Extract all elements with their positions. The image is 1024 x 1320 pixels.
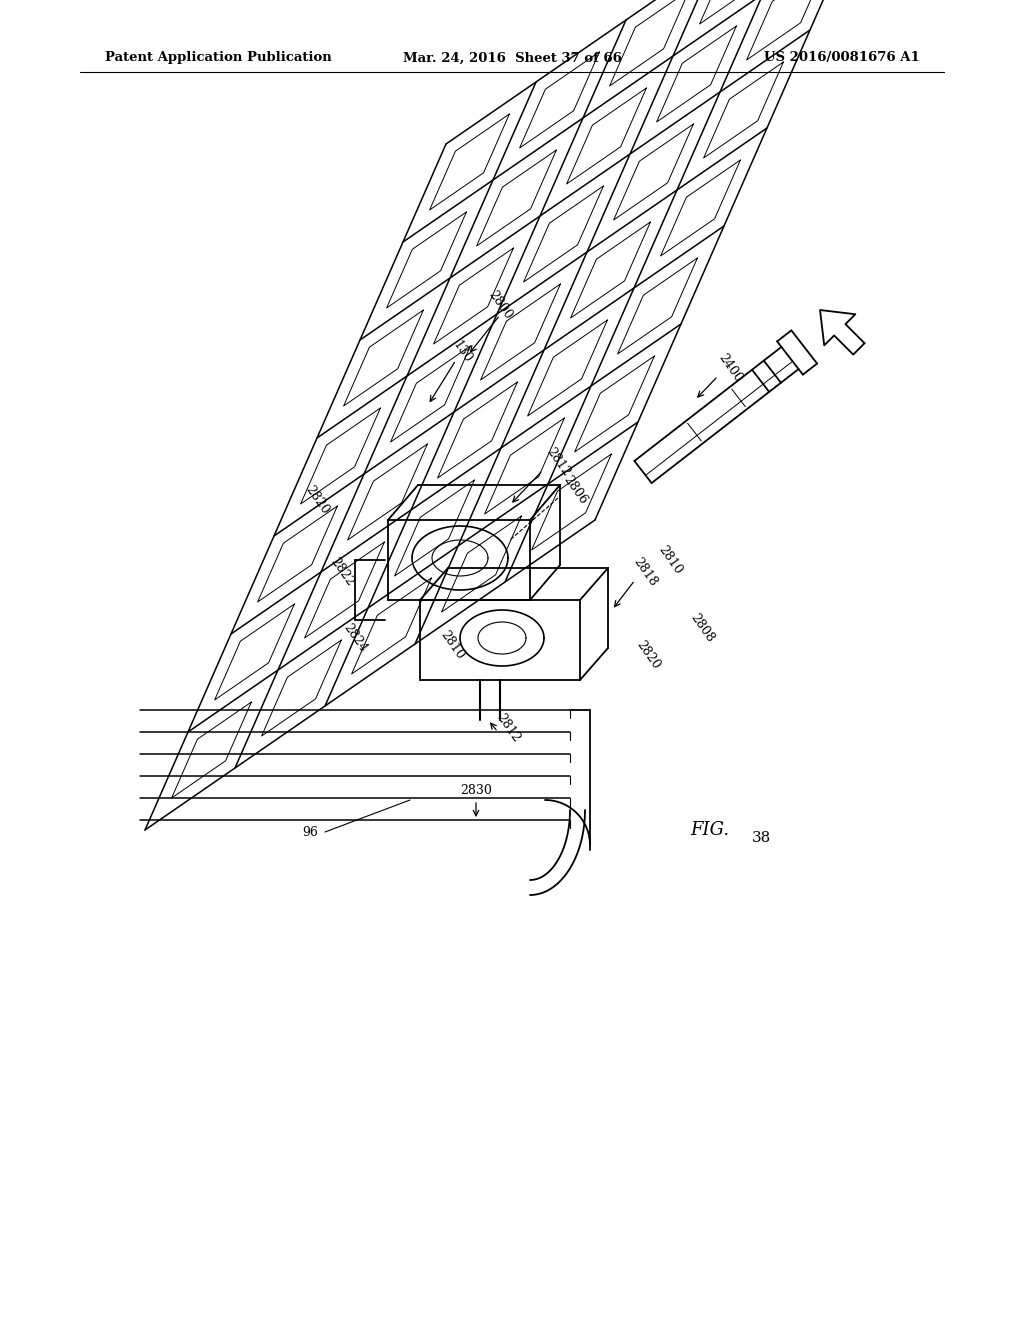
Text: 2812: 2812 [544,445,572,479]
Text: 2810: 2810 [437,628,467,661]
Text: US 2016/0081676 A1: US 2016/0081676 A1 [764,51,920,65]
Text: 2818: 2818 [631,556,659,589]
Text: 2822: 2822 [328,556,356,589]
Text: 2820: 2820 [302,483,332,516]
Text: Mar. 24, 2016  Sheet 37 of 66: Mar. 24, 2016 Sheet 37 of 66 [402,51,622,65]
Text: 2808: 2808 [687,611,717,644]
Text: 96: 96 [302,825,317,838]
Text: 2800: 2800 [485,288,514,322]
Text: 2400: 2400 [716,351,744,385]
Text: 2812: 2812 [494,711,522,744]
Text: 2810: 2810 [655,544,684,577]
Text: 2806: 2806 [560,473,590,507]
Text: 2830: 2830 [460,784,492,796]
Text: 130: 130 [450,338,474,366]
Text: 38: 38 [752,832,771,845]
Text: 2824: 2824 [341,622,370,655]
Text: 2820: 2820 [634,639,663,672]
Text: FIG.: FIG. [690,821,729,840]
Text: Patent Application Publication: Patent Application Publication [105,51,332,65]
